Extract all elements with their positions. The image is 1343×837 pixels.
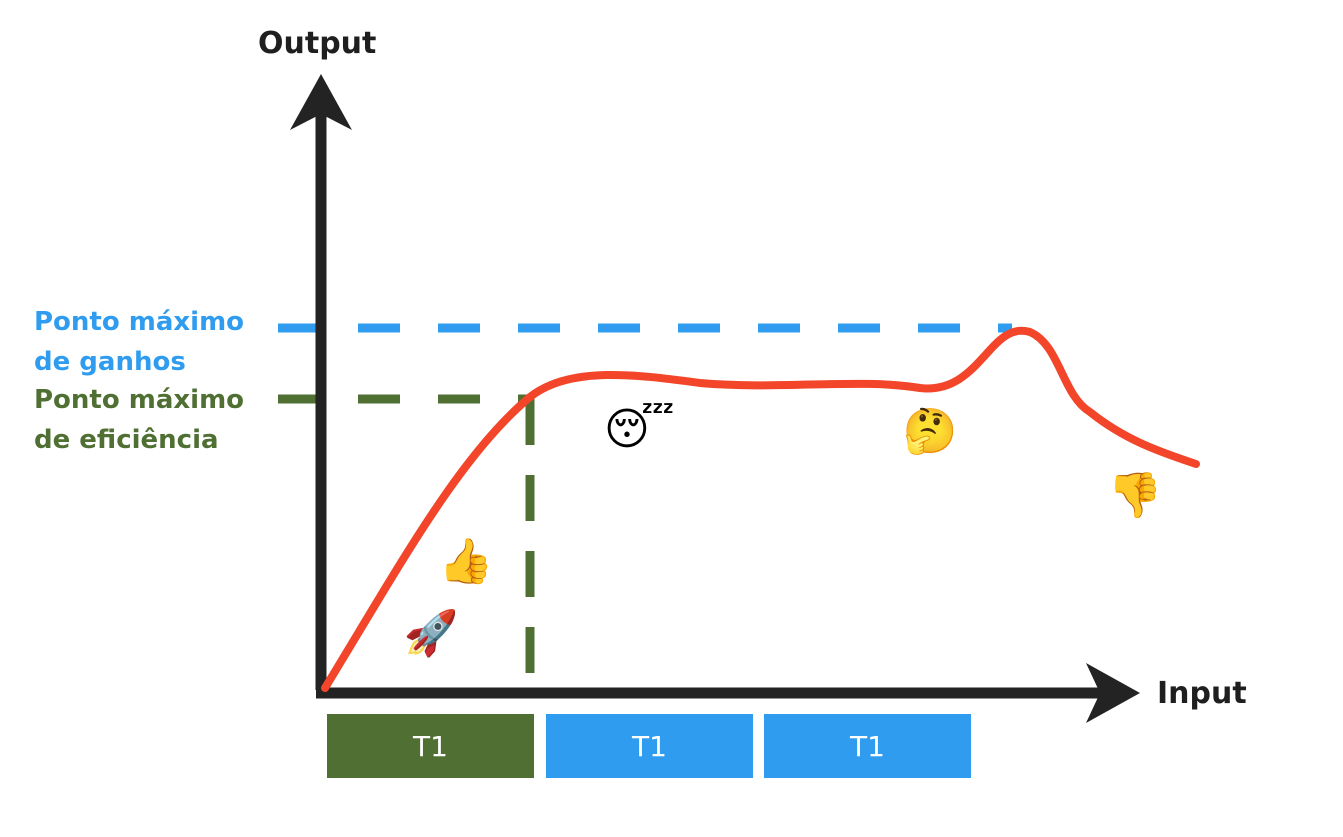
- max-gains-label: Ponto máximo de ganhos: [34, 302, 244, 382]
- period-block-2: T1: [546, 714, 753, 778]
- x-axis-label: Input: [1157, 676, 1247, 711]
- y-axis-arrowhead: [290, 74, 352, 130]
- max-gains-label-line1: Ponto máximo: [34, 307, 245, 337]
- thumbs-up-icon: 👍: [438, 537, 494, 586]
- max-efficiency-label: Ponto máximo de eficiência: [34, 380, 244, 460]
- max-gains-label-line2: de ganhos: [34, 347, 186, 377]
- max-efficiency-label-line1: Ponto máximo: [34, 385, 245, 415]
- rocket-icon: 🚀: [403, 609, 459, 658]
- period-block-3: T1: [764, 714, 971, 778]
- sleeping-face-icon: 😴: [604, 405, 675, 454]
- x-axis-arrowhead: [1086, 663, 1140, 723]
- period-block-1: T1: [327, 714, 534, 778]
- thumbs-down-icon: 👎: [1107, 471, 1163, 520]
- thinking-face-icon: 🤔: [902, 407, 958, 456]
- max-efficiency-label-line2: de eficiência: [34, 425, 219, 455]
- y-axis-label: Output: [258, 26, 377, 61]
- output-curve: [321, 326, 1200, 692]
